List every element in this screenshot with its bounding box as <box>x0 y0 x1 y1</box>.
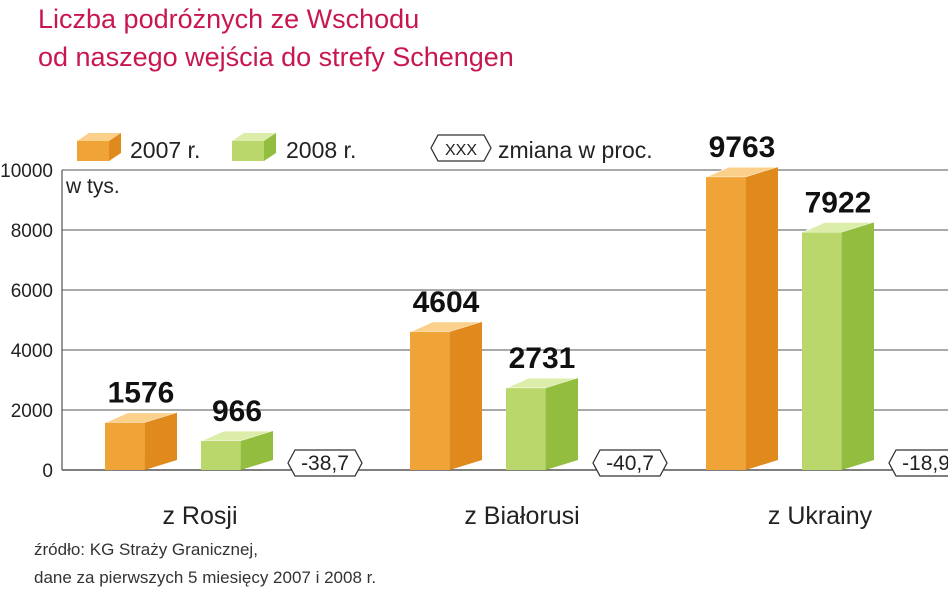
change-badge: -40,7 <box>592 449 668 477</box>
change-badge-outline <box>430 134 492 162</box>
change-badge-outline <box>592 449 668 477</box>
bar-2007 <box>104 412 178 470</box>
legend-swatch-2008 <box>232 133 276 161</box>
bar-side <box>545 378 578 470</box>
bar-front <box>201 441 241 470</box>
bar-side <box>449 321 482 470</box>
y-tick-label: 0 <box>42 461 53 482</box>
change-badge-text: XXX <box>445 142 477 159</box>
change-badge: -18,9 <box>888 449 948 477</box>
chart-title-line2: od naszego wejścia do strefy Schengen <box>38 42 514 72</box>
legend-cube-top <box>77 133 121 141</box>
bar-2008 <box>505 377 579 470</box>
data-label-2008: 2731 <box>509 342 576 375</box>
bar-front <box>802 232 842 470</box>
legend-cube-top <box>232 133 276 141</box>
legend-cube-front <box>232 141 264 161</box>
legend: 2007 r. 2008 r. XXX zmiana w proc. <box>77 133 653 163</box>
legend-cube-front <box>77 141 109 161</box>
source-line1: źródło: KG Straży Granicznej, <box>34 540 258 559</box>
data-label-2007: 1576 <box>108 377 175 410</box>
change-badge-outline <box>287 449 363 477</box>
chart-title: Liczba podróżnych ze Wschodu od naszego … <box>38 0 514 76</box>
legend-change-label: zmiana w proc. <box>498 137 653 163</box>
legend-label-2008: 2008 r. <box>286 137 356 163</box>
legend-change-marker: XXX <box>430 134 492 162</box>
y-tick-label: 6000 <box>11 281 53 302</box>
y-tick-label: 2000 <box>11 401 53 422</box>
bar-front <box>506 388 546 470</box>
bar-side <box>745 167 778 471</box>
legend-cube-side <box>109 133 121 161</box>
data-label-2007: 9763 <box>709 131 776 164</box>
data-label-2007: 4604 <box>413 286 480 319</box>
bars: 1576 966 -38,7 4604 2731 -40,7 9763 7922 -18,9 <box>104 131 948 477</box>
change-badge-text: -18,9 <box>902 452 948 475</box>
chart-title-line1: Liczba podróżnych ze Wschodu <box>38 4 420 34</box>
category-label: z Ukrainy <box>768 502 873 530</box>
bar-front <box>706 177 746 471</box>
category-label: z Rosji <box>162 502 237 530</box>
change-badge-outline <box>888 449 948 477</box>
data-label-2008: 966 <box>212 395 262 428</box>
y-tick-label: 10000 <box>0 161 53 182</box>
bar-2007 <box>705 166 779 471</box>
source-note: źródło: KG Straży Granicznej, dane za pi… <box>34 536 376 592</box>
legend-label-2007: 2007 r. <box>130 137 200 163</box>
bar-front <box>105 422 145 470</box>
y-axis-ticks: 0 2000 4000 6000 8000 10000 <box>0 161 53 482</box>
bar-2008 <box>200 430 274 470</box>
bar-side <box>240 431 273 470</box>
data-label-2008: 7922 <box>805 186 872 219</box>
legend-cube-side <box>264 133 276 161</box>
bar-2008 <box>801 221 875 470</box>
change-badge-text: -40,7 <box>606 452 654 475</box>
y-tick-label: 8000 <box>11 221 53 242</box>
change-badge: -38,7 <box>287 449 363 477</box>
legend-swatch-2007 <box>77 133 121 161</box>
unit-label: w tys. <box>65 175 120 198</box>
source-line2: dane za pierwszych 5 miesięcy 2007 i 200… <box>34 568 377 587</box>
bar-side <box>144 412 177 470</box>
category-labels: z Rosji z Białorusi z Ukrainy <box>162 502 872 530</box>
bar-front <box>410 331 450 470</box>
bar-2007 <box>409 321 483 470</box>
category-label: z Białorusi <box>464 502 579 530</box>
change-badge-text: -38,7 <box>301 452 349 475</box>
y-tick-label: 4000 <box>11 341 53 362</box>
bar-side <box>841 222 874 470</box>
